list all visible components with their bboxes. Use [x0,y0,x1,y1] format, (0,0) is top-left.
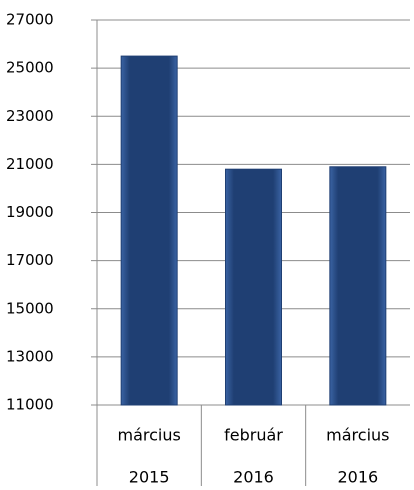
bar [120,55,178,406]
y-tick-label: 17000 [6,251,54,269]
y-tick-label: 15000 [6,299,54,317]
y-tick-label: 11000 [6,396,54,414]
y-tick-label: 13000 [6,347,54,365]
y-tick-label: 19000 [6,203,54,221]
y-tick-label: 23000 [6,107,54,125]
bar [329,166,387,406]
x-tick-label: március [117,426,180,445]
x-tick-label: február [224,426,283,445]
y-tick-label: 27000 [6,11,54,29]
x-tick-label: 2015 [129,468,170,487]
y-tick-label: 25000 [6,59,54,77]
x-tick-label: 2016 [233,468,274,487]
x-tick-label: március [326,426,389,445]
y-tick-label: 21000 [6,155,54,173]
bar [225,168,282,406]
x-tick-label: 2016 [337,468,378,487]
